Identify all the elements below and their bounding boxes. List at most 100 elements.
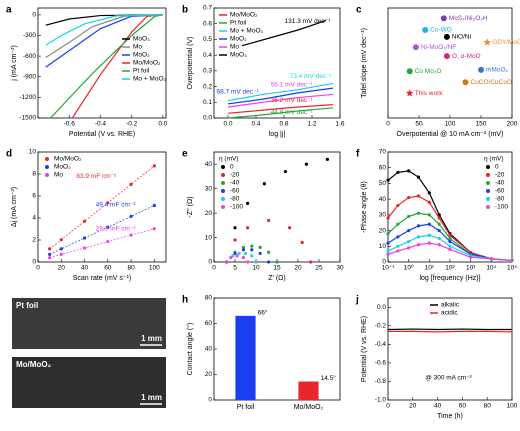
y-tick-label: 80 [205,295,213,302]
point [416,243,421,247]
series-line [45,14,163,46]
point [437,243,441,247]
series-line [227,104,334,114]
photo-label: 1 mm [141,334,162,343]
point [469,255,473,259]
legend-label: Mo + MoO₃ [230,28,264,35]
series-line [50,14,163,119]
point [325,157,329,161]
panel-letter: e [182,149,188,160]
point [427,200,431,204]
point [405,89,414,97]
point [246,226,250,230]
point [48,252,52,257]
y-axis-label: -Z'' (Ω) [187,196,194,217]
point [416,175,421,179]
point [440,15,447,22]
x-axis-label: Z' (Ω) [268,275,285,282]
point [82,219,87,223]
y-tick-label: 30 [205,185,213,192]
legend-label: -40 [230,180,240,187]
x-tick-label: -0.6 [64,121,76,128]
legend-label: MoO₂ [54,164,71,171]
y-tick-label: 0 [208,397,212,404]
point [386,216,390,220]
legend-swatch [45,173,49,177]
x-tick-label: 80 [127,265,135,272]
x-tick-label: 0.4 [251,121,260,128]
legend-label: alkalic [441,302,460,309]
y-tick-label: 10 [379,243,387,250]
legend-label: Mo/MoO₂ [230,12,258,19]
panel-letter: h [182,295,188,306]
x-tick-label: 0.0 [158,121,167,128]
y-tick-label: 20 [205,210,213,217]
series-line [71,14,163,119]
x-axis-label: log [frequency (Hz)] [419,275,480,282]
x-tick-label: 80 [484,403,492,410]
photo [12,298,166,349]
y-tick-label: 8 [32,171,36,178]
point [427,191,431,195]
x-tick-label: 40 [434,403,442,410]
point [448,236,452,241]
x-tick-label: 5 [233,265,237,272]
point [396,222,400,226]
point [386,249,390,253]
legend-label: Mo [133,44,142,51]
point [427,241,431,245]
point [406,68,413,75]
legend-label: 0 [495,164,499,171]
point-label: Co-WO [430,27,452,34]
x-tick-label: -0.4 [95,121,107,128]
x-tick-label: -0.2 [126,121,138,128]
point [422,27,429,33]
point [250,248,254,252]
point [250,254,254,258]
y-tick-label: 60 [379,164,387,171]
point [416,194,421,198]
bar [298,381,319,400]
point [407,214,411,219]
y-tick-label: 0.5 [203,36,212,43]
plot-frame [37,7,167,119]
series-line [227,82,334,102]
x-tick-label: 100 [507,403,518,410]
legend-label: -80 [495,196,505,203]
legend-label: -60 [230,188,240,195]
x-tick-label: Mo/MoO₂ [294,404,324,411]
plot-frame [387,7,513,119]
annotation: 68.7 mV dec⁻¹ [217,88,260,95]
legend-swatch [486,189,490,193]
annotation: 73.4 mV dec⁻¹ [290,73,333,80]
point [129,233,133,237]
annotation: 55.1 mV dec⁻¹ [271,82,314,89]
legend-swatch [221,165,225,169]
y-tick-label: 0.6 [203,20,212,27]
point [82,236,87,240]
point [258,251,262,256]
point [304,162,308,166]
legend-label: -100 [495,204,508,211]
point [462,79,469,86]
x-tick-label: 50 [415,121,423,128]
y-tick-label: -1500 [19,115,36,122]
legend-label: acidic [441,310,458,317]
value-label: 66° [258,309,268,317]
point [233,226,237,230]
y-axis-label: Contact angle (°) [186,323,194,376]
y-axis-label: -Phase angle (θ) [361,181,368,233]
x-tick-label: Pt foil [237,404,255,411]
x-axis-label: Overpotential @ 10 mA cm⁻² (mV) [397,131,504,138]
series-line [227,93,334,108]
point [235,254,239,258]
x-tick-label: 0.0 [223,121,232,128]
point [106,201,110,205]
point-label: CuCO/CuCoO [471,79,513,86]
x-tick-label: 1.2 [307,121,316,128]
bar [235,315,256,400]
point [267,250,271,254]
y-axis-label: Tafel slope (mV dec⁻¹) [361,28,368,98]
y-tick-label: 0 [32,259,36,266]
